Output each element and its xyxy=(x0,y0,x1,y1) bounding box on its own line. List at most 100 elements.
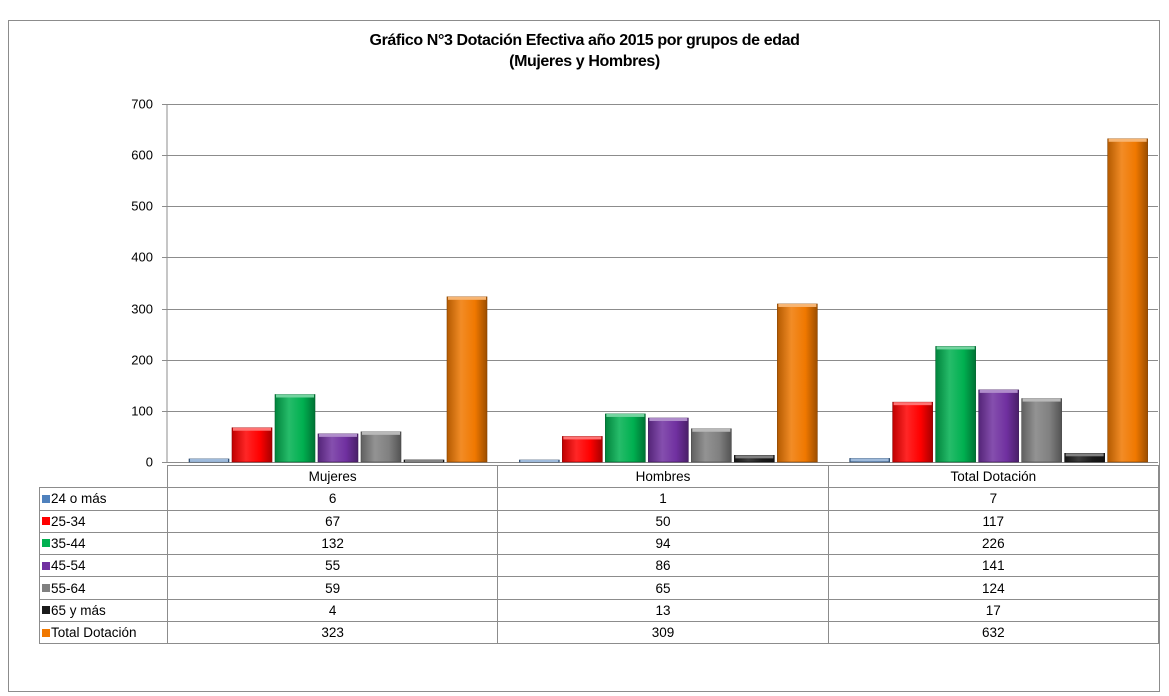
legend-swatch xyxy=(42,539,50,548)
chart-title-line-1: Gráfico N°3 Dotación Efectiva año 2015 p… xyxy=(369,32,800,49)
category-label: Total Dotación xyxy=(827,464,1159,489)
table-row: 65 y más 4 13 17 xyxy=(39,598,1159,623)
gridlines xyxy=(162,104,1158,463)
bar-25-34-mujeres xyxy=(231,427,273,463)
legend-swatch xyxy=(42,517,50,526)
legend-entry: 65 y más xyxy=(39,598,168,623)
bar-45-54-mujeres xyxy=(317,433,359,463)
bar-cap xyxy=(850,458,889,462)
data-label: 7 xyxy=(827,487,1159,511)
data-label: 86 xyxy=(497,554,829,578)
data-label: 132 xyxy=(166,531,499,556)
data-label: 1 xyxy=(497,487,829,511)
bar-cap xyxy=(893,402,932,406)
bar-cap xyxy=(362,431,400,435)
legend-swatch xyxy=(42,606,50,615)
data-label: 117 xyxy=(827,509,1159,533)
table-row: 25-34 67 50 117 xyxy=(39,509,1159,533)
bar-cap xyxy=(563,436,602,440)
series-name: 45-54 xyxy=(51,558,86,574)
legend-swatch xyxy=(42,584,50,593)
series-name: 24 o más xyxy=(51,491,107,507)
legend-swatch xyxy=(42,494,50,503)
data-label: 94 xyxy=(497,531,829,556)
chart-title: Gráfico N°3 Dotación Efectiva año 2015 p… xyxy=(0,30,1169,72)
legend-entry: 55-64 xyxy=(39,576,168,600)
bar-cap xyxy=(1022,398,1061,402)
legend-entry: 25-34 xyxy=(39,509,168,533)
bar-total-dotaci-n-total-dotaci-n xyxy=(1107,138,1148,463)
legend-entry: 35-44 xyxy=(39,531,168,556)
table-row: 55-64 59 65 124 xyxy=(39,576,1159,600)
bar-35-44-total-dotaci-n xyxy=(935,346,976,463)
table-corner xyxy=(39,465,168,488)
bar-cap xyxy=(735,455,774,459)
bar-cap xyxy=(649,418,688,422)
y-tick-label: 400 xyxy=(131,250,153,265)
y-axis: 0 100 200 300 400 500 600 700 xyxy=(131,97,168,470)
bar-cap xyxy=(1065,453,1104,457)
table-row: 24 o más 6 1 7 xyxy=(39,487,1159,511)
data-label: 323 xyxy=(166,621,499,645)
bar-25-34-hombres xyxy=(562,436,603,463)
series-name: 25-34 xyxy=(51,513,86,529)
series-name: 35-44 xyxy=(51,536,86,552)
bars xyxy=(188,138,1148,463)
bar-35-44-mujeres xyxy=(274,394,316,463)
y-tick-label: 0 xyxy=(146,455,153,470)
bar-55-64-hombres xyxy=(691,428,732,463)
legend-swatch xyxy=(42,628,50,637)
y-tick-label: 500 xyxy=(131,199,153,214)
data-label: 59 xyxy=(166,576,499,600)
table-row: 35-44 132 94 226 xyxy=(39,531,1159,556)
data-label: 50 xyxy=(497,509,829,533)
bar-total-dotaci-n-mujeres xyxy=(446,296,488,463)
y-tick-label: 600 xyxy=(131,148,153,163)
y-tick-label: 200 xyxy=(131,353,153,368)
legend-entry: 24 o más xyxy=(39,487,168,511)
bar-cap xyxy=(520,460,559,462)
category-label: Mujeres xyxy=(166,464,499,489)
data-label: 141 xyxy=(827,554,1159,578)
bar-cap xyxy=(190,458,228,462)
bar-cap xyxy=(936,346,975,350)
bar-45-54-total-dotaci-n xyxy=(978,389,1019,463)
legend-entry: 45-54 xyxy=(39,554,168,578)
bar-total-dotaci-n-hombres xyxy=(777,303,818,463)
bar-cap xyxy=(778,303,817,307)
category-label: Hombres xyxy=(497,464,829,489)
data-label: 67 xyxy=(166,509,499,533)
bar-55-64-total-dotaci-n xyxy=(1021,398,1062,463)
legend-entry: Total Dotación xyxy=(39,621,168,645)
bar-cap xyxy=(405,459,443,462)
chart-frame xyxy=(8,20,1160,692)
bar-25-34-total-dotaci-n xyxy=(892,401,933,463)
legend-swatch xyxy=(42,561,50,570)
data-label: 17 xyxy=(827,598,1159,623)
series-name: Total Dotación xyxy=(51,625,137,641)
data-label: 124 xyxy=(827,576,1159,600)
data-table: Mujeres Hombres Total Dotación 24 o más 6 1 7 2… xyxy=(39,464,1159,645)
data-label: 632 xyxy=(827,621,1159,645)
y-tick-label: 700 xyxy=(131,97,153,112)
bar-cap xyxy=(692,428,731,432)
bar-35-44-hombres xyxy=(605,413,646,463)
bar-55-64-mujeres xyxy=(360,431,402,463)
table-row: Total Dotación 323 309 632 xyxy=(39,621,1159,645)
series-name: 65 y más xyxy=(51,602,106,618)
bar-45-54-hombres xyxy=(648,417,689,463)
data-label: 55 xyxy=(166,554,499,578)
data-label: 6 xyxy=(166,487,499,511)
bar-cap xyxy=(979,389,1018,393)
bar-cap xyxy=(448,296,486,300)
bar-cap xyxy=(276,394,314,398)
bar-cap xyxy=(606,413,645,417)
data-label: 226 xyxy=(827,531,1159,556)
table-header-row: Mujeres Hombres Total Dotación xyxy=(39,464,1159,489)
y-tick-label: 300 xyxy=(131,302,153,317)
chart-title-line-2: (Mujeres y Hombres) xyxy=(509,53,660,70)
series-name: 55-64 xyxy=(51,580,86,596)
data-label: 65 xyxy=(497,576,829,600)
data-label: 4 xyxy=(166,598,499,623)
